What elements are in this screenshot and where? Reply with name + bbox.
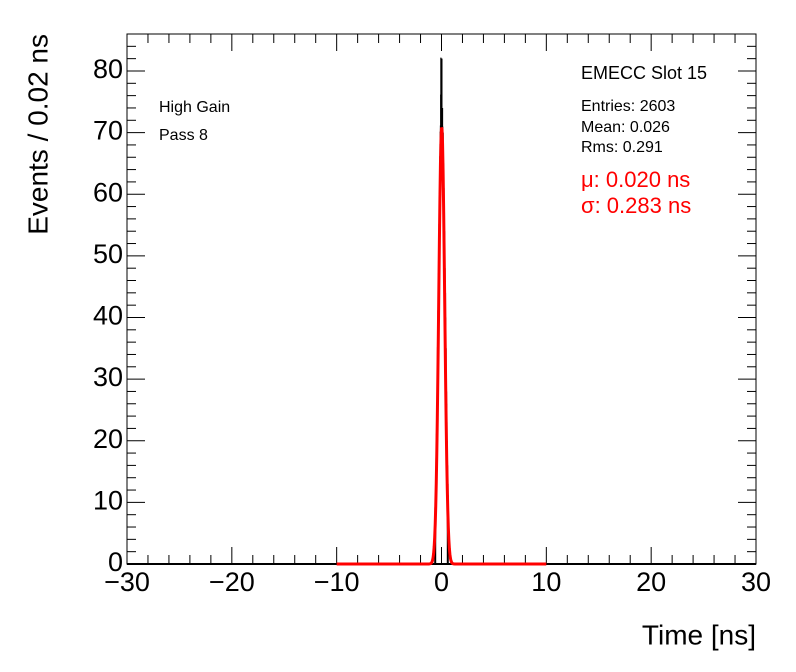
fit-curve <box>336 126 547 566</box>
y-tick-label: 80 <box>93 54 123 84</box>
stat: Rms: 0.291 <box>581 139 663 156</box>
label: High Gain <box>159 99 230 116</box>
x-tick-label: −20 <box>209 567 255 597</box>
x-tick-label: −30 <box>104 567 150 597</box>
y-axis-title: Events / 0.02 ns <box>22 34 53 235</box>
y-tick-label: 10 <box>93 485 123 515</box>
y-tick-label: 50 <box>93 239 123 269</box>
x-tick-label: 20 <box>636 567 666 597</box>
x-tick-label: 10 <box>531 567 561 597</box>
y-tick-label: 20 <box>93 424 123 454</box>
x-tick-label: 0 <box>434 567 449 597</box>
x-tick-label: 30 <box>741 567 771 597</box>
y-tick-label: 70 <box>93 116 123 146</box>
y-tick-label: 0 <box>108 547 123 577</box>
label: Pass 8 <box>159 127 208 144</box>
x-axis-title: Time [ns] <box>642 619 756 650</box>
y-tick-label: 60 <box>93 177 123 207</box>
y-tick-label: 40 <box>93 301 123 331</box>
chart-title: EMECC Slot 15 <box>581 63 707 83</box>
fit-label: μ: 0.020 ns <box>581 167 690 192</box>
stat: Entries: 2603 <box>581 98 675 115</box>
y-tick-label: 30 <box>93 362 123 392</box>
x-tick-label: −10 <box>314 567 360 597</box>
fit-label: σ: 0.283 ns <box>581 193 691 218</box>
stat: Mean: 0.026 <box>581 119 670 136</box>
